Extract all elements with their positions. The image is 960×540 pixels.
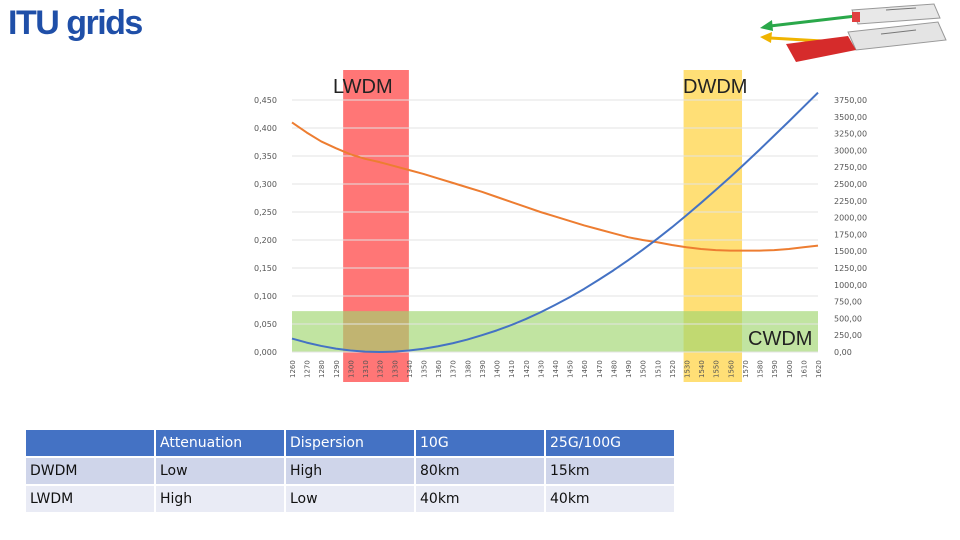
page-title: ITU grids <box>8 4 143 42</box>
left-y-tick-label: 0,150 <box>254 264 277 273</box>
table-cell: 40km <box>544 484 676 514</box>
table-cell: LWDM <box>24 484 156 514</box>
right-y-tick-label: 2750,00 <box>834 163 867 172</box>
x-tick-label: 1320 <box>377 360 385 378</box>
table-header-cell: Dispersion <box>284 428 416 458</box>
table-cell: High <box>284 456 416 486</box>
x-tick-label: 1590 <box>771 360 779 378</box>
transceiver-module-bottom-icon <box>786 21 947 62</box>
table-row: LWDM High Low 40km 40km <box>24 484 676 514</box>
x-tick-label: 1540 <box>698 360 706 378</box>
transceiver-modules-illustration <box>760 3 947 62</box>
right-y-tick-label: 1500,00 <box>834 247 867 256</box>
x-tick-label: 1520 <box>669 360 677 378</box>
green-arrow-icon <box>760 14 857 31</box>
x-tick-label: 1470 <box>596 360 604 378</box>
attenuation-line <box>291 121 819 252</box>
left-y-tick-label: 0,300 <box>254 180 277 189</box>
x-tick-label: 1560 <box>727 360 735 378</box>
left-y-tick-label: 0,100 <box>254 292 277 301</box>
table-cell: 15km <box>544 456 676 486</box>
right-y-tick-label: 1000,00 <box>834 281 867 290</box>
cwdm-band <box>292 311 818 352</box>
left-y-tick-label: 0,050 <box>254 320 277 329</box>
x-tick-label: 1340 <box>406 360 414 378</box>
right-y-tick-label: 750,00 <box>834 298 862 307</box>
table-header-cell <box>24 428 156 458</box>
right-y-tick-label: 1750,00 <box>834 230 867 239</box>
x-tick-label: 1260 <box>289 360 297 378</box>
right-y-tick-label: 1250,00 <box>834 264 867 273</box>
table-cell: 40km <box>414 484 546 514</box>
x-tick-label: 1460 <box>581 360 589 378</box>
right-y-tick-label: 2250,00 <box>834 197 867 206</box>
x-tick-label: 1400 <box>494 360 502 378</box>
x-tick-label: 1480 <box>610 360 618 378</box>
x-tick-label: 1330 <box>391 360 399 378</box>
x-tick-label: 1360 <box>435 360 443 378</box>
x-tick-label: 1370 <box>450 360 458 378</box>
right-y-tick-label: 3500,00 <box>834 113 867 122</box>
table-cell: 80km <box>414 456 546 486</box>
x-tick-label: 1530 <box>684 360 692 378</box>
x-tick-label: 1450 <box>567 360 575 378</box>
right-y-tick-label: 0,00 <box>834 348 852 357</box>
x-tick-label: 1490 <box>625 360 633 378</box>
attenuation-dispersion-chart: 0,000 0,050 0,100 0,150 0,200 0,250 0,300 0,350… <box>254 70 867 382</box>
right-y-tick-label: 500,00 <box>834 314 862 323</box>
transceiver-module-top-icon <box>851 3 941 25</box>
left-y-tick-label: 0,000 <box>254 348 277 357</box>
x-tick-label: 1580 <box>757 360 765 378</box>
x-tick-label: 1610 <box>800 360 808 378</box>
x-tick-label: 1280 <box>318 360 326 378</box>
table-header-cell: Attenuation <box>154 428 286 458</box>
lwdm-band-label: LWDM <box>333 76 393 98</box>
table-cell: DWDM <box>24 456 156 486</box>
table-cell: Low <box>154 456 286 486</box>
x-tick-label: 1600 <box>786 360 794 378</box>
right-y-tick-label: 2000,00 <box>834 214 867 223</box>
right-y-tick-label: 250,00 <box>834 331 862 340</box>
x-tick-label: 1440 <box>552 360 560 378</box>
table-header-cell: 25G/100G <box>544 428 676 458</box>
x-tick-label: 1570 <box>742 360 750 378</box>
left-y-tick-label: 0,350 <box>254 152 277 161</box>
right-y-tick-label: 2500,00 <box>834 180 867 189</box>
x-tick-label: 1290 <box>333 360 341 378</box>
x-tick-label: 1390 <box>479 360 487 378</box>
x-tick-label: 1500 <box>640 360 648 378</box>
left-y-tick-label: 0,450 <box>254 96 277 105</box>
x-tick-label: 1430 <box>537 360 545 378</box>
x-tick-label: 1410 <box>508 360 516 378</box>
x-tick-label: 1350 <box>421 360 429 378</box>
left-y-tick-label: 0,200 <box>254 236 277 245</box>
x-tick-label: 1420 <box>523 360 531 378</box>
left-y-tick-label: 0,400 <box>254 124 277 133</box>
right-y-tick-label: 3750,00 <box>834 96 867 105</box>
x-tick-label: 1380 <box>464 360 472 378</box>
table-header-row: Attenuation Dispersion 10G 25G/100G <box>24 428 676 458</box>
right-y-tick-label: 3000,00 <box>834 146 867 155</box>
table-cell: High <box>154 484 286 514</box>
x-tick-label: 1270 <box>304 360 312 378</box>
dwdm-band-label: DWDM <box>683 76 748 98</box>
right-y-tick-label: 3250,00 <box>834 130 867 139</box>
x-tick-label: 1550 <box>713 360 721 378</box>
table-cell: Low <box>284 484 416 514</box>
cwdm-band-label: CWDM <box>748 328 813 350</box>
x-tick-label: 1310 <box>362 360 370 378</box>
x-tick-label: 1620 <box>815 360 823 378</box>
left-y-tick-label: 0,250 <box>254 208 277 217</box>
table-row: DWDM Low High 80km 15km <box>24 456 676 486</box>
table-header-cell: 10G <box>414 428 546 458</box>
dispersion-line <box>291 91 819 353</box>
x-tick-label: 1510 <box>654 360 662 378</box>
x-tick-label: 1300 <box>347 360 355 378</box>
grid-comparison-table: Attenuation Dispersion 10G 25G/100G DWDM… <box>24 428 676 514</box>
